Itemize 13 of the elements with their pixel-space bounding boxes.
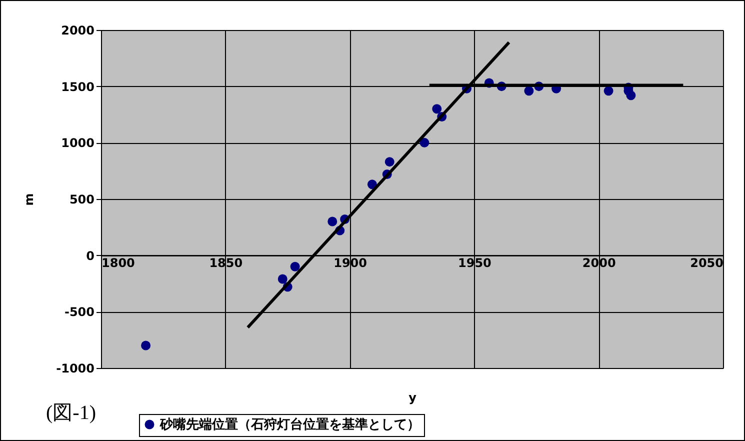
y-tick-label: 0 [86,248,94,263]
y-tick-label: -1000 [56,362,94,376]
y-tick-label: 2000 [61,24,94,38]
x-axis-title: y [408,390,417,404]
y-tick-label: -500 [64,305,94,320]
text: (図-1) [46,401,96,426]
y-tick-label: 1500 [61,80,94,94]
y-tick-label: 1000 [61,136,94,150]
y-tick-label: 500 [69,192,94,206]
y-axis-title: m [22,193,36,206]
x-tick-label: 1800 [102,256,135,270]
legend-label: 砂嘴先端位置（石狩灯台位置を基準として） [159,416,420,432]
x-tick-label: 2050 [690,256,724,270]
